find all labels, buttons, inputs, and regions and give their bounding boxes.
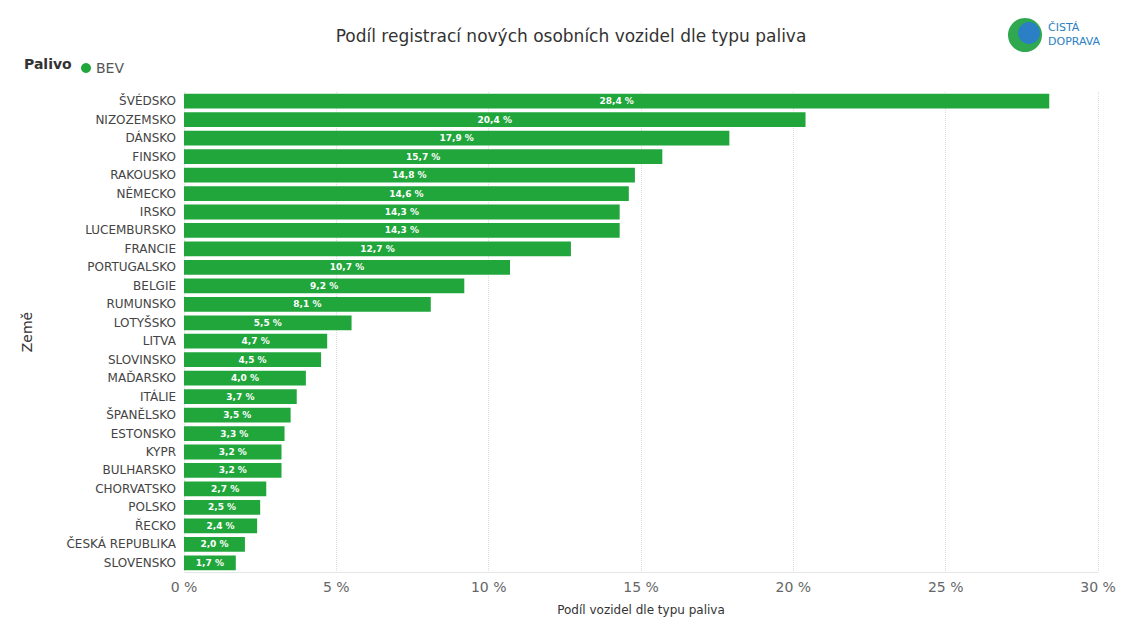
svg-text:POLSKO: POLSKO	[128, 500, 176, 514]
svg-text:5,5 %: 5,5 %	[254, 318, 282, 328]
svg-text:0 %: 0 %	[171, 579, 198, 595]
svg-text:3,5 %: 3,5 %	[223, 410, 251, 420]
svg-text:3,3 %: 3,3 %	[220, 429, 248, 439]
svg-text:LITVA: LITVA	[143, 334, 177, 348]
svg-text:12,7 %: 12,7 %	[360, 244, 394, 254]
svg-text:RUMUNSKO: RUMUNSKO	[106, 297, 176, 311]
svg-text:DÁNSKO: DÁNSKO	[126, 130, 177, 145]
svg-text:Podíl registrací nových osobní: Podíl registrací nových osobních vozidel…	[336, 26, 807, 46]
svg-text:SLOVENSKO: SLOVENSKO	[104, 556, 176, 570]
svg-text:4,7 %: 4,7 %	[242, 336, 270, 346]
svg-text:14,3 %: 14,3 %	[385, 225, 419, 235]
svg-text:LOTYŠSKO: LOTYŠSKO	[114, 315, 176, 330]
svg-text:Palivo: Palivo	[24, 56, 72, 72]
svg-text:28,4 %: 28,4 %	[599, 96, 633, 106]
svg-text:ČISTÁ: ČISTÁ	[1048, 21, 1080, 34]
svg-text:DOPRAVA: DOPRAVA	[1048, 35, 1101, 48]
svg-text:14,8 %: 14,8 %	[392, 170, 426, 180]
svg-text:30 %: 30 %	[1080, 579, 1116, 595]
svg-text:14,3 %: 14,3 %	[385, 207, 419, 217]
svg-text:14,6 %: 14,6 %	[389, 189, 423, 199]
svg-text:10 %: 10 %	[471, 579, 507, 595]
svg-text:ČESKÁ REPUBLIKA: ČESKÁ REPUBLIKA	[66, 536, 176, 551]
svg-text:10,7 %: 10,7 %	[330, 262, 364, 272]
svg-text:15 %: 15 %	[623, 579, 659, 595]
svg-text:2,5 %: 2,5 %	[208, 502, 236, 512]
svg-text:FINSKO: FINSKO	[132, 150, 176, 164]
svg-text:20 %: 20 %	[776, 579, 812, 595]
svg-text:3,2 %: 3,2 %	[219, 447, 247, 457]
svg-text:ITÁLIE: ITÁLIE	[140, 389, 176, 404]
svg-text:SLOVINSKO: SLOVINSKO	[108, 353, 176, 367]
svg-text:CHORVATSKO: CHORVATSKO	[95, 482, 176, 496]
svg-text:8,1 %: 8,1 %	[293, 299, 321, 309]
svg-text:ŘECKO: ŘECKO	[135, 518, 176, 533]
svg-text:5 %: 5 %	[323, 579, 350, 595]
svg-text:2,4 %: 2,4 %	[207, 521, 235, 531]
svg-text:Podíl vozidel dle typu paliva: Podíl vozidel dle typu paliva	[557, 603, 725, 617]
svg-text:25 %: 25 %	[928, 579, 964, 595]
svg-text:KYPR: KYPR	[146, 445, 176, 459]
svg-text:BELGIE: BELGIE	[133, 279, 176, 293]
svg-text:PORTUGALSKO: PORTUGALSKO	[87, 260, 176, 274]
svg-text:NIZOZEMSKO: NIZOZEMSKO	[95, 113, 176, 127]
svg-text:Země: Země	[19, 312, 35, 352]
svg-text:2,0 %: 2,0 %	[200, 539, 228, 549]
svg-text:3,2 %: 3,2 %	[219, 465, 247, 475]
svg-text:LUCEMBURSKO: LUCEMBURSKO	[85, 223, 176, 237]
svg-text:9,2 %: 9,2 %	[310, 281, 338, 291]
svg-text:2,7 %: 2,7 %	[211, 484, 239, 494]
svg-text:ŠPANĚLSKO: ŠPANĚLSKO	[106, 407, 176, 422]
svg-text:RAKOUSKO: RAKOUSKO	[110, 168, 176, 182]
svg-text:BULHARSKO: BULHARSKO	[102, 463, 176, 477]
svg-text:NĚMECKO: NĚMECKO	[116, 186, 176, 201]
svg-text:BEV: BEV	[96, 60, 124, 76]
svg-text:4,0 %: 4,0 %	[231, 373, 259, 383]
svg-text:15,7 %: 15,7 %	[406, 152, 440, 162]
svg-text:FRANCIE: FRANCIE	[125, 242, 176, 256]
svg-text:17,9 %: 17,9 %	[439, 133, 473, 143]
svg-text:20,4 %: 20,4 %	[478, 115, 512, 125]
svg-text:3,7 %: 3,7 %	[226, 392, 254, 402]
svg-text:ESTONSKO: ESTONSKO	[111, 427, 176, 441]
svg-text:MAĎARSKO: MAĎARSKO	[108, 370, 176, 385]
svg-text:4,5 %: 4,5 %	[238, 355, 266, 365]
svg-text:1,7 %: 1,7 %	[196, 558, 224, 568]
svg-text:IRSKO: IRSKO	[140, 205, 176, 219]
svg-text:ŠVÉDSKO: ŠVÉDSKO	[119, 93, 176, 108]
